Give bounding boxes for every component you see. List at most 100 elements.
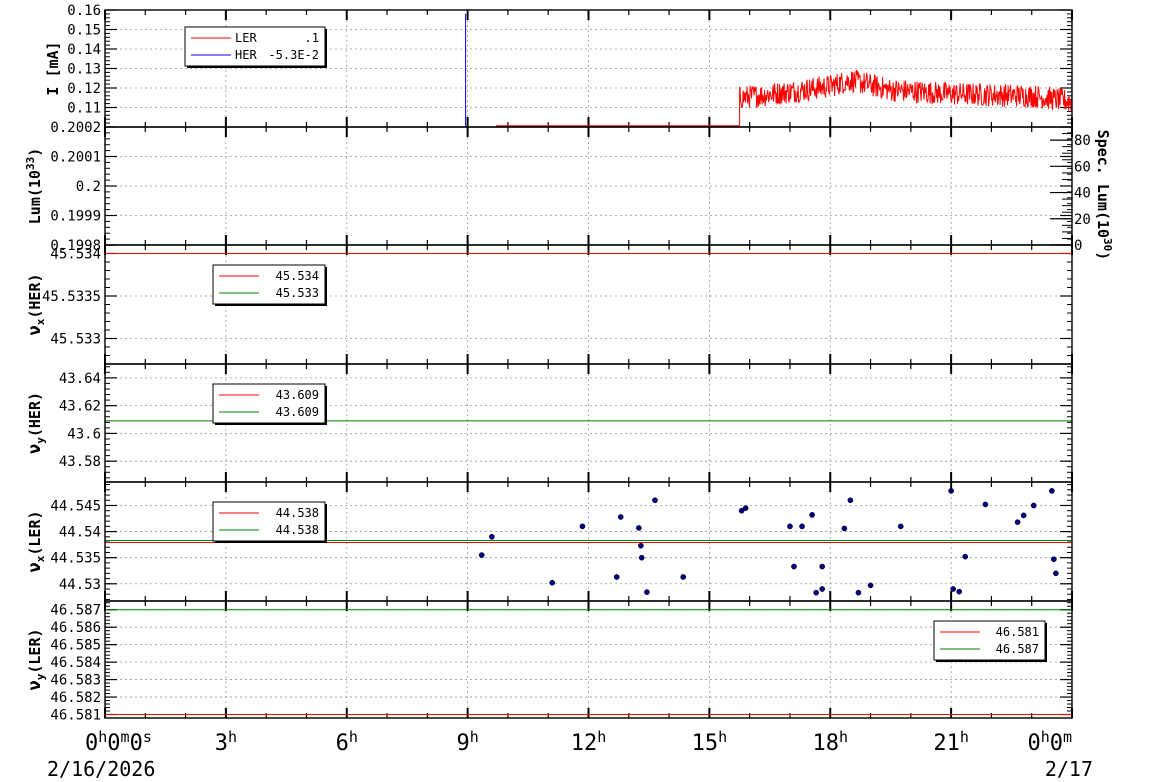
scatter-point	[819, 586, 826, 592]
legend-value: .1	[305, 31, 319, 45]
scatter-point	[579, 523, 586, 530]
y-tick-label: 45.5335	[42, 289, 101, 305]
legend-nux_her: 45.534 45.533	[212, 264, 327, 306]
plot-area-current	[465, 13, 1072, 127]
panel-nux_ler: 44.53 44.535 44.54 44.545 44.538 44.538 νx(LER…	[25, 481, 1073, 602]
scatter-point	[1053, 570, 1059, 577]
scatter-point	[638, 542, 644, 549]
legend-nuy_ler: 46.581 46.587	[933, 620, 1047, 662]
scatter-point	[1051, 556, 1057, 563]
y-axis-label: νy(LER)	[25, 628, 47, 690]
y-tick-label: 0.2	[76, 179, 101, 195]
y-tick-label: 45.534	[50, 247, 101, 263]
scatter-point	[809, 512, 815, 518]
series-ler-current	[739, 69, 1072, 126]
scatter-point	[950, 586, 956, 592]
y-tick-label: 46.583	[50, 673, 101, 689]
x-tick-label: 6h	[336, 728, 358, 756]
scatter-point	[982, 501, 989, 508]
legend-value: 45.534	[276, 269, 319, 283]
scatter-point	[962, 553, 969, 560]
y-tick-label: 44.53	[59, 577, 101, 593]
scatter-point	[855, 589, 862, 596]
y-tick-label: 0.1999	[50, 209, 101, 225]
scatter-point	[1020, 512, 1027, 519]
y-tick-label: 0.2002	[50, 120, 101, 136]
secondary-axis: 0 20 40 60 80 Spec. Lum(1030)	[1050, 126, 1114, 261]
legend-value: 43.609	[276, 405, 319, 419]
plot-area-nuy_ler	[105, 609, 1072, 716]
y-tick-label: 46.585	[50, 638, 101, 654]
y-tick-label: 46.586	[50, 620, 101, 636]
panel-nuy_her: 43.58 43.6 43.62 43.64 43.609 43.609 νy(HER)	[25, 363, 1073, 483]
y-axis-label: Lum(1033)	[24, 148, 44, 224]
legend-value: -5.3E-2	[268, 48, 319, 62]
scatter-point	[1014, 519, 1021, 526]
y2-tick-label: 80	[1074, 133, 1091, 149]
y-tick-label: 44.535	[50, 551, 101, 567]
y-tick-label: 0.14	[67, 42, 101, 58]
legend-value: 43.609	[276, 388, 319, 402]
y-tick-label: 43.64	[59, 371, 101, 387]
y-tick-label: 43.58	[59, 454, 101, 470]
x-tick-label: 0h0m	[1027, 728, 1072, 756]
y-axis-label: νx(HER)	[25, 273, 47, 335]
y-tick-label: 0.1998	[50, 238, 101, 254]
x-tick-label: 21h	[933, 728, 969, 756]
y2-tick-label: 40	[1074, 186, 1091, 202]
scatter-point	[841, 525, 848, 532]
y-tick-label: 46.587	[50, 603, 101, 619]
scatter-point	[680, 574, 687, 580]
scatter-point	[617, 514, 624, 520]
scatter-point	[742, 505, 749, 511]
x-tick-label: 12h	[571, 728, 607, 756]
scatter-point	[819, 563, 826, 570]
legend-value: 44.538	[276, 506, 319, 520]
x-tick-label: 3h	[215, 728, 237, 756]
y2-tick-label: 60	[1074, 159, 1091, 175]
legend-name: HER	[235, 48, 257, 62]
scatter-point	[488, 533, 495, 540]
y-tick-label: 0.13	[67, 62, 101, 78]
y-tick-label: 43.6	[67, 426, 101, 442]
scatter-point	[813, 589, 819, 596]
date-end-label: 2/17	[1045, 757, 1093, 781]
y-tick-label: 43.62	[59, 399, 101, 415]
x-tick-label: 18h	[812, 728, 848, 756]
panel-frame	[104, 600, 1073, 719]
panel-nuy_ler: 46.58146.58246.58346.58446.58546.58646.5…	[25, 600, 1073, 724]
scatter-point	[549, 579, 556, 586]
scatter-point	[791, 563, 797, 570]
scatter-point	[799, 523, 805, 530]
x-axis: 0h0m0s 3h 6h 9h 12h 15h 18h 21h 0h0m 2/16/2026 2/1…	[47, 728, 1093, 781]
y-tick-label: 46.581	[50, 708, 101, 724]
y2-tick-label: 0	[1074, 238, 1082, 254]
panel-lum: 0.1998 0.1999 0.2 0.2001 0.2002 Lum(1033) 0 20 4…	[24, 120, 1114, 260]
y-tick-label: 0.15	[67, 23, 101, 39]
scatter-point	[738, 507, 745, 514]
scatter-point	[613, 574, 620, 580]
y-tick-label: 0.2001	[50, 150, 101, 166]
scatter-point	[478, 552, 485, 558]
y-tick-label: 46.582	[50, 690, 101, 706]
y-tick-label: 45.533	[50, 332, 101, 348]
scatter-point	[787, 523, 793, 530]
y-tick-label: 0.12	[67, 81, 101, 97]
legend-name: LER	[235, 31, 257, 45]
y-axis-label: νx(LER)	[25, 510, 47, 572]
date-start-label: 2/16/2026	[47, 757, 155, 781]
y-axis-label: I [mA]	[44, 41, 62, 95]
legend-current: LER .1 HER -5.3E-2	[184, 26, 327, 68]
x-tick-label: 15h	[692, 728, 728, 756]
y2-axis-label: Spec. Lum(1030)	[1094, 130, 1114, 261]
legend-value: 46.587	[996, 642, 1039, 656]
scatter-point	[897, 523, 904, 530]
scatter-point	[956, 588, 963, 595]
plot-area-nux_her	[105, 253, 1072, 364]
y-tick-label: 44.545	[50, 498, 101, 514]
y2-tick-label: 20	[1074, 212, 1091, 228]
scatter-point	[1049, 488, 1055, 494]
legend-value: 45.533	[276, 286, 319, 300]
